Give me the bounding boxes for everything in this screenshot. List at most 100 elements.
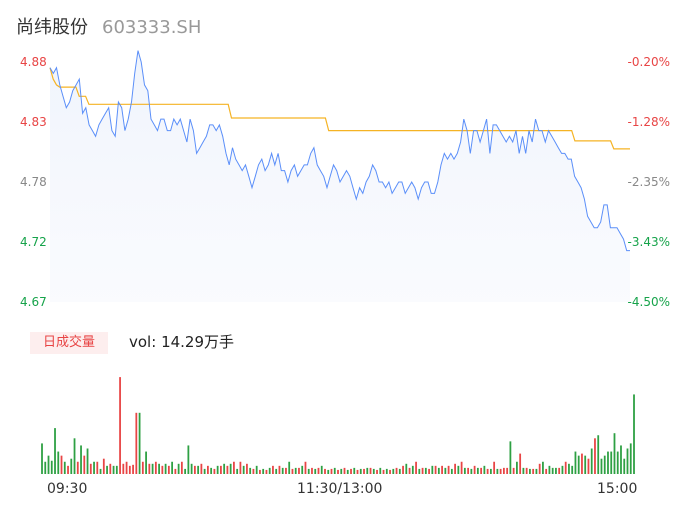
volume-bar xyxy=(607,451,609,474)
volume-bar xyxy=(285,467,287,474)
volume-bar xyxy=(493,461,496,474)
volume-bar xyxy=(564,461,567,474)
volume-bar xyxy=(603,455,606,474)
volume-bar xyxy=(434,465,437,474)
volume-bar xyxy=(210,467,213,474)
volume-bar xyxy=(242,465,245,474)
volume-bar xyxy=(584,455,587,474)
volume-bar xyxy=(128,465,131,474)
volume-bar xyxy=(577,455,580,474)
volume-bar xyxy=(148,463,151,474)
volume-bar xyxy=(512,467,515,474)
volume-bar xyxy=(600,458,603,474)
price-panel xyxy=(49,50,630,302)
volume-bar xyxy=(395,467,398,474)
percent-tick-label: -1.28% xyxy=(627,115,670,129)
volume-bar xyxy=(581,453,583,474)
price-tick-label: 4.72 xyxy=(20,235,47,249)
price-tick-label: 4.78 xyxy=(20,175,47,189)
volume-bar xyxy=(486,468,489,474)
volume-bar xyxy=(402,465,404,474)
percent-tick-label: -4.50% xyxy=(627,295,670,309)
volume-bar xyxy=(151,463,154,474)
volume-bar xyxy=(405,463,408,474)
volume-bar xyxy=(506,467,509,474)
volume-bar xyxy=(190,463,193,474)
volume-bar xyxy=(161,465,164,474)
volume-bar xyxy=(431,465,434,474)
volume-readout: vol: 14.29万手 xyxy=(129,332,234,352)
volume-bar xyxy=(525,467,528,474)
volume-bar xyxy=(447,465,450,474)
time-tick-label: 09:30 xyxy=(47,481,88,497)
volume-bar xyxy=(389,469,391,474)
volume-bar xyxy=(99,468,102,474)
volume-bar xyxy=(561,465,564,474)
volume-panel xyxy=(41,377,635,474)
volume-bar xyxy=(372,468,375,474)
volume-bar xyxy=(398,468,401,474)
volume-bar xyxy=(145,451,147,474)
volume-bar xyxy=(301,465,304,474)
percent-tick-label: -2.35% xyxy=(627,175,670,189)
volume-bar xyxy=(467,467,470,474)
volume-bar xyxy=(337,469,339,474)
volume-bar xyxy=(597,435,600,474)
daily-volume-tab[interactable]: 日成交量 xyxy=(30,332,108,354)
volume-bar xyxy=(350,468,352,474)
volume-bar xyxy=(294,467,297,474)
volume-bar xyxy=(480,467,483,474)
volume-bar xyxy=(587,458,590,474)
volume-bar xyxy=(171,461,174,474)
volume-bar xyxy=(184,468,187,474)
volume-prefix: vol: xyxy=(129,333,157,351)
volume-bar xyxy=(545,468,548,474)
volume-bar xyxy=(281,467,284,474)
volume-bar xyxy=(320,465,323,474)
volume-bar xyxy=(542,461,544,474)
stock-title: 尚纬股份 603333.SH xyxy=(16,13,201,39)
stock-name: 尚纬股份 xyxy=(16,17,88,38)
volume-bar xyxy=(379,467,382,474)
volume-bar xyxy=(382,469,385,474)
volume-bar xyxy=(252,468,255,474)
volume-bar xyxy=(626,448,629,474)
volume-bar xyxy=(158,463,160,474)
volume-bar xyxy=(207,465,209,474)
volume-bar xyxy=(265,469,268,474)
percent-tick-label: -3.43% xyxy=(627,235,670,249)
volume-bar xyxy=(226,465,229,474)
volume-bar xyxy=(574,451,577,474)
volume-bar xyxy=(568,463,570,474)
volume-bar xyxy=(415,461,417,474)
volume-bar xyxy=(239,461,242,474)
price-area xyxy=(50,50,630,302)
volume-bar xyxy=(499,468,502,474)
volume-bar xyxy=(54,428,56,474)
price-tick-label: 4.83 xyxy=(20,115,47,129)
volume-value: 14.29万手 xyxy=(161,333,235,351)
volume-bar xyxy=(67,465,69,474)
volume-bar xyxy=(421,467,424,474)
volume-bar xyxy=(255,465,258,474)
volume-bar xyxy=(418,468,421,474)
volume-bar xyxy=(385,468,388,474)
volume-bar xyxy=(317,467,320,474)
volume-bar xyxy=(109,463,112,474)
average-price-line xyxy=(49,67,630,150)
volume-bar xyxy=(555,467,557,474)
volume-bar xyxy=(616,451,619,474)
volume-bar xyxy=(450,468,453,474)
volume-bar xyxy=(197,465,200,474)
volume-bar xyxy=(102,458,105,474)
volume-bar xyxy=(83,455,86,474)
volume-bar xyxy=(343,467,346,474)
volume-bar xyxy=(164,463,167,474)
volume-bar xyxy=(135,412,138,474)
volume-bar xyxy=(503,467,505,474)
volume-bar xyxy=(548,465,551,474)
volume-bar xyxy=(363,468,365,474)
volume-bar xyxy=(298,467,300,474)
volume-bar xyxy=(249,467,252,474)
volume-bar xyxy=(223,463,226,474)
